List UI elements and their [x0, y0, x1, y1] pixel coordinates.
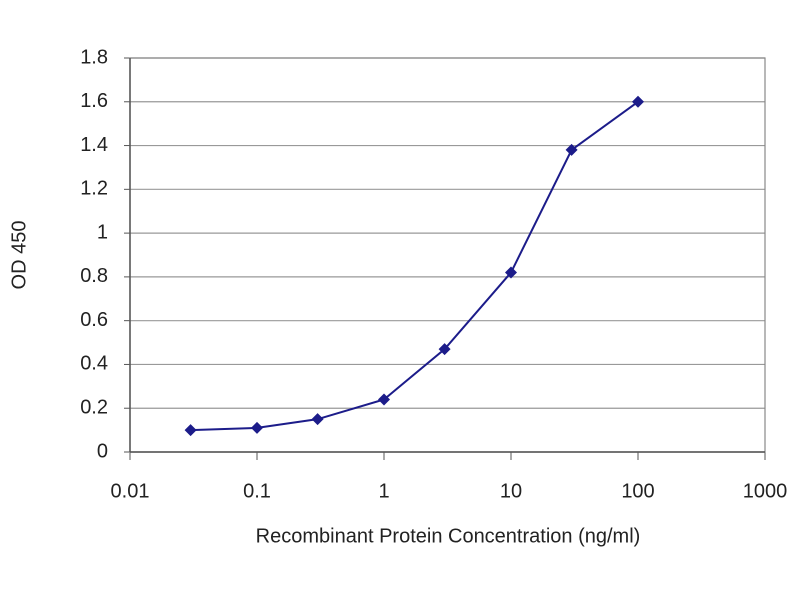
marker — [378, 393, 390, 406]
y-tick-label: 1.2 — [80, 178, 108, 200]
marker — [505, 266, 517, 279]
y-tick-label: 0.4 — [80, 353, 108, 375]
x-tick-label: 1 — [378, 480, 389, 502]
y-tick-label: 1.4 — [80, 134, 108, 156]
y-tick-label: 0.8 — [80, 265, 108, 287]
y-tick-label: 1 — [97, 221, 108, 243]
y-tick-label: 1.8 — [80, 46, 108, 68]
marker — [251, 421, 263, 434]
x-tick-label: 0.1 — [243, 480, 271, 502]
x-tick-label: 10 — [500, 480, 522, 502]
marker — [311, 413, 324, 426]
x-tick-label: 0.01 — [111, 480, 150, 502]
x-tick-label: 100 — [621, 480, 654, 502]
marker — [565, 143, 578, 156]
marker — [184, 424, 197, 437]
series-line — [190, 100, 639, 432]
y-tick-label: 1.6 — [80, 90, 108, 112]
y-tick-label: 0.2 — [80, 397, 108, 419]
y-tick-label: 0.6 — [80, 309, 108, 331]
marker — [632, 95, 644, 108]
y-tick-label: 0 — [97, 440, 108, 462]
y-axis-label: OD 450 — [8, 221, 30, 290]
marker — [438, 343, 451, 356]
x-axis-label: Recombinant Protein Concentration (ng/ml… — [256, 525, 641, 547]
x-tick-label: 1000 — [743, 480, 788, 502]
plot-frame — [129, 57, 766, 453]
